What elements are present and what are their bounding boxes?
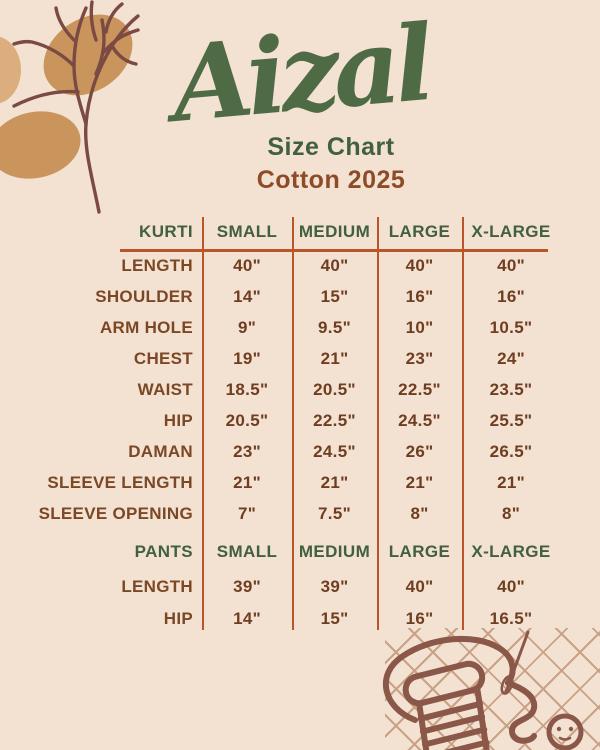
measurement-row: ARM HOLE 9" 9.5" 10" 10.5" [0, 312, 560, 343]
measurement-value: 39" [320, 577, 349, 596]
column-header: SMALL [216, 542, 278, 561]
measurement-value: 22.5" [313, 410, 356, 430]
branch-icon [12, 0, 140, 214]
measurement-value: 14" [233, 286, 261, 306]
measurement-value: 20.5" [313, 379, 356, 399]
measurement-value: 40" [405, 577, 434, 596]
blob-shape [0, 111, 81, 179]
measurement-value: 23" [233, 441, 261, 461]
measurement-value: 16" [405, 286, 434, 306]
table-divider-vertical [292, 217, 294, 630]
column-header: LARGE [388, 542, 451, 561]
section-header-row: PANTS SMALL MEDIUM LARGE X-LARGE [0, 533, 560, 571]
thread-icon [383, 635, 538, 744]
measurement-value: 21" [320, 472, 349, 492]
measurement-value: 8" [501, 503, 521, 523]
thread-spool-icon [402, 660, 491, 750]
table-divider-vertical [462, 217, 464, 630]
measurement-value: 8" [410, 503, 429, 523]
measurement-value: 26" [405, 441, 434, 461]
needle-thread-spool-illustration [383, 630, 584, 750]
measurement-value: 7.5" [318, 503, 351, 523]
measurement-value: 14" [233, 609, 261, 628]
measurement-value: 19" [233, 348, 261, 368]
measurement-label: SHOULDER [95, 286, 193, 306]
measurement-value: 24" [497, 348, 525, 368]
subtitle-size-chart: Size Chart [267, 133, 395, 161]
measurement-row: SLEEVE OPENING 7" 7.5" 8" 8" [0, 498, 560, 529]
measurement-value: 39" [233, 577, 261, 596]
measurement-label: SLEEVE LENGTH [47, 472, 193, 492]
measurement-value: 21" [497, 472, 525, 492]
measurement-row: HIP 20.5" 22.5" 24.5" 25.5" [0, 405, 560, 436]
size-table: KURTI SMALL MEDIUM LARGE X-LARGE LENGTH 40" 40"… [0, 214, 560, 635]
measurement-value: 21" [233, 472, 261, 492]
header-subtitles: Size Chart Cotton 2025 [181, 133, 481, 195]
measurement-label: LENGTH [121, 577, 193, 596]
measurement-row: HIP 14" 15" 16" 16.5" [0, 603, 560, 635]
measurement-value: 16.5" [489, 609, 533, 628]
measurement-label: HIP [163, 410, 193, 430]
measurement-label: SLEEVE OPENING [38, 503, 193, 523]
measurement-value: 7" [237, 503, 257, 523]
measurement-value: 25.5" [489, 410, 533, 430]
measurement-row: LENGTH 39" 39" 40" 40" [0, 571, 560, 603]
measurement-value: 9.5" [318, 317, 351, 337]
blob-shape [43, 14, 133, 96]
measurement-row: LENGTH 40" 40" 40" 40" [0, 250, 560, 281]
measurement-value: 24.5" [313, 441, 356, 461]
column-header: MEDIUM [298, 222, 371, 241]
measurement-label: CHEST [133, 348, 193, 368]
measurement-value: 15" [320, 609, 349, 628]
measurement-value: 9" [237, 317, 257, 337]
measurement-row: SLEEVE LENGTH 21" 21" 21" 21" [0, 467, 560, 498]
column-header: X-LARGE [471, 222, 551, 241]
measurement-value: 15" [320, 286, 349, 306]
measurement-value: 40" [320, 255, 349, 275]
measurement-row: CHEST 19" 21" 23" 24" [0, 343, 560, 374]
measurement-value: 40" [497, 577, 525, 596]
measurement-value: 18.5" [225, 379, 269, 399]
table-divider-vertical [202, 217, 204, 630]
measurement-value: 40" [405, 255, 434, 275]
measurement-value: 23" [405, 348, 434, 368]
measurement-label: DAMAN [128, 441, 193, 461]
section-name: KURTI [139, 222, 193, 241]
column-header: MEDIUM [298, 542, 371, 561]
measurement-value: 10" [405, 317, 434, 337]
column-header: LARGE [388, 222, 451, 241]
table-divider-vertical [377, 217, 379, 630]
measurement-value: 16" [405, 609, 434, 628]
measurement-value: 21" [320, 348, 349, 368]
measurement-value: 40" [233, 255, 261, 275]
measurement-value: 40" [497, 255, 525, 275]
measurement-value: 23.5" [489, 379, 533, 399]
measurement-value: 22.5" [398, 379, 441, 399]
button-icon [546, 713, 584, 750]
measurement-value: 21" [405, 472, 434, 492]
measurement-value: 16" [497, 286, 525, 306]
measurement-value: 24.5" [398, 410, 441, 430]
measurement-value: 10.5" [489, 317, 533, 337]
measurement-value: 20.5" [225, 410, 269, 430]
needle-icon [500, 630, 530, 695]
measurement-label: HIP [163, 609, 193, 628]
column-header: SMALL [216, 222, 278, 241]
table-divider-horizontal [120, 249, 548, 252]
section-header-row: KURTI SMALL MEDIUM LARGE X-LARGE [0, 214, 560, 250]
measurement-label: ARM HOLE [99, 317, 193, 337]
blob-shape [0, 36, 21, 104]
measurement-row: DAMAN 23" 24.5" 26" 26.5" [0, 436, 560, 467]
measurement-label: WAIST [137, 379, 193, 399]
column-header: X-LARGE [471, 542, 551, 561]
measurement-row: WAIST 18.5" 20.5" 22.5" 23.5" [0, 374, 560, 405]
measurement-value: 26.5" [489, 441, 533, 461]
section-name: PANTS [134, 542, 193, 561]
measurement-row: SHOULDER 14" 15" 16" 16" [0, 281, 560, 312]
subtitle-edition: Cotton 2025 [256, 166, 406, 194]
branch-blobs-illustration [0, 0, 140, 214]
measurement-label: LENGTH [121, 255, 193, 275]
